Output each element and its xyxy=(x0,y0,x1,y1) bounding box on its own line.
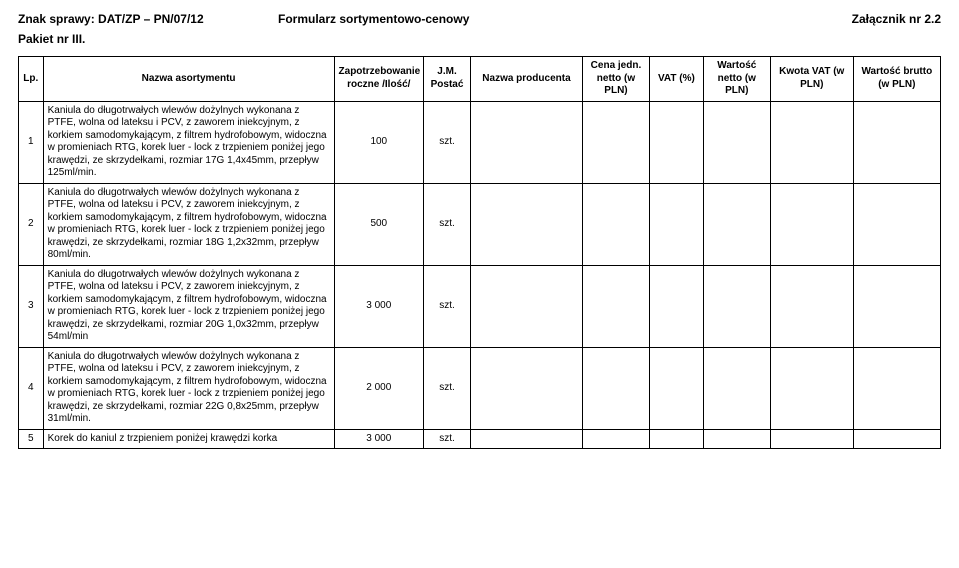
col-unit-price: Cena jedn. netto (w PLN) xyxy=(582,57,649,102)
attachment-label: Załącznik nr 2.2 xyxy=(781,12,941,26)
col-qty: Zapotrzebowanie roczne /Ilość/ xyxy=(334,57,424,102)
cell-empty xyxy=(770,101,853,183)
table-row: 4Kaniula do długotrwałych wlewów dożylny… xyxy=(19,347,941,429)
cell-empty xyxy=(853,265,940,347)
cell-unit: szt. xyxy=(424,429,471,449)
col-lp: Lp. xyxy=(19,57,44,102)
cell-empty xyxy=(703,429,770,449)
cell-name: Kaniula do długotrwałych wlewów dożylnyc… xyxy=(43,265,334,347)
cell-empty xyxy=(853,347,940,429)
cell-empty xyxy=(471,265,583,347)
cell-empty xyxy=(650,429,704,449)
cell-name: Kaniula do długotrwałych wlewów dożylnyc… xyxy=(43,101,334,183)
cell-name: Kaniula do długotrwałych wlewów dożylnyc… xyxy=(43,347,334,429)
cell-empty xyxy=(770,429,853,449)
cell-empty xyxy=(703,101,770,183)
cell-empty xyxy=(582,265,649,347)
cell-empty xyxy=(770,183,853,265)
cell-qty: 500 xyxy=(334,183,424,265)
cell-lp: 3 xyxy=(19,265,44,347)
case-number: Znak sprawy: DAT/ZP – PN/07/12 xyxy=(18,12,278,26)
col-vat-amount: Kwota VAT (w PLN) xyxy=(770,57,853,102)
cell-empty xyxy=(650,347,704,429)
table-row: 2Kaniula do długotrwałych wlewów dożylny… xyxy=(19,183,941,265)
table-row: 1Kaniula do długotrwałych wlewów dożylny… xyxy=(19,101,941,183)
cell-empty xyxy=(703,265,770,347)
cell-qty: 2 000 xyxy=(334,347,424,429)
cell-lp: 1 xyxy=(19,101,44,183)
cell-empty xyxy=(650,183,704,265)
cell-empty xyxy=(770,347,853,429)
cell-empty xyxy=(703,183,770,265)
cell-lp: 2 xyxy=(19,183,44,265)
package-label: Pakiet nr III. xyxy=(18,32,941,46)
cell-qty: 100 xyxy=(334,101,424,183)
cell-empty xyxy=(853,101,940,183)
cell-name: Kaniula do długotrwałych wlewów dożylnyc… xyxy=(43,183,334,265)
cell-empty xyxy=(471,101,583,183)
cell-unit: szt. xyxy=(424,101,471,183)
table-row: 5Korek do kaniul z trzpieniem poniżej kr… xyxy=(19,429,941,449)
cell-empty xyxy=(853,429,940,449)
cell-lp: 5 xyxy=(19,429,44,449)
cell-empty xyxy=(471,429,583,449)
col-net-value: Wartość netto (w PLN) xyxy=(703,57,770,102)
cell-empty xyxy=(582,183,649,265)
cell-empty xyxy=(582,101,649,183)
cell-unit: szt. xyxy=(424,265,471,347)
cell-empty xyxy=(471,183,583,265)
cell-qty: 3 000 xyxy=(334,429,424,449)
cell-empty xyxy=(650,265,704,347)
cell-lp: 4 xyxy=(19,347,44,429)
cell-name: Korek do kaniul z trzpieniem poniżej kra… xyxy=(43,429,334,449)
cell-empty xyxy=(582,429,649,449)
col-vat: VAT (%) xyxy=(650,57,704,102)
cell-empty xyxy=(770,265,853,347)
form-title: Formularz sortymentowo-cenowy xyxy=(278,12,781,26)
cell-unit: szt. xyxy=(424,183,471,265)
cell-empty xyxy=(853,183,940,265)
col-producer: Nazwa producenta xyxy=(471,57,583,102)
cell-empty xyxy=(703,347,770,429)
table-row: 3Kaniula do długotrwałych wlewów dożylny… xyxy=(19,265,941,347)
cell-unit: szt. xyxy=(424,347,471,429)
pricing-table: Lp. Nazwa asortymentu Zapotrzebowanie ro… xyxy=(18,56,941,449)
cell-empty xyxy=(650,101,704,183)
cell-qty: 3 000 xyxy=(334,265,424,347)
col-name: Nazwa asortymentu xyxy=(43,57,334,102)
table-header-row: Lp. Nazwa asortymentu Zapotrzebowanie ro… xyxy=(19,57,941,102)
cell-empty xyxy=(471,347,583,429)
col-gross-value: Wartość brutto (w PLN) xyxy=(853,57,940,102)
col-unit: J.M. Postać xyxy=(424,57,471,102)
cell-empty xyxy=(582,347,649,429)
document-header: Znak sprawy: DAT/ZP – PN/07/12 Formularz… xyxy=(18,12,941,26)
